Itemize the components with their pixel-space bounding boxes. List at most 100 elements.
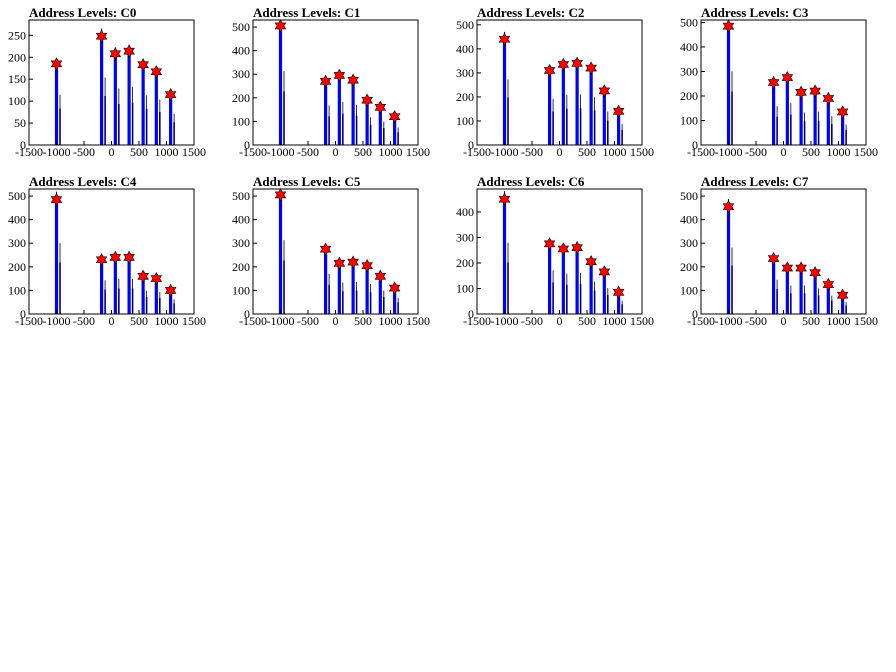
star-marker-icon: [347, 73, 359, 87]
star-marker-icon: [274, 19, 287, 33]
chart-title: Address Levels: C3: [701, 5, 809, 20]
y-tick-label: 50: [14, 116, 26, 130]
y-tick-label: 0: [468, 138, 474, 152]
star-marker-icon: [361, 259, 373, 273]
histogram-spike: [561, 64, 565, 145]
star-marker-icon: [137, 58, 149, 72]
x-tick-label: 500: [354, 145, 372, 159]
y-tick-label: 300: [680, 64, 698, 78]
chart-title: Address Levels: C5: [253, 174, 361, 189]
chart-panel-c7: Address Levels: C7-1500 -1000 -500 0 500 1000…: [680, 174, 878, 328]
x-tick-label: 1500: [630, 145, 654, 159]
y-tick-label: 0: [244, 138, 250, 152]
star-marker-icon: [557, 57, 570, 72]
histogram-spike: [324, 249, 328, 314]
star-marker-icon: [361, 93, 373, 107]
x-tick-label: -1000: [715, 145, 743, 159]
x-tick-label: 0: [333, 314, 339, 328]
x-tick-label: 1000: [827, 145, 851, 159]
histogram-spike: [365, 265, 369, 314]
y-tick-label: 100: [8, 283, 26, 297]
y-tick-label: 400: [680, 213, 698, 227]
y-tick-label: 200: [456, 90, 474, 104]
x-tick-label: 500: [578, 145, 596, 159]
x-tick-label: 1000: [155, 145, 179, 159]
star-marker-icon: [571, 241, 583, 255]
chart-title: Address Levels: C2: [477, 5, 584, 20]
histogram-spike: [393, 288, 397, 314]
histogram-spike: [785, 268, 789, 314]
star-marker-icon: [612, 285, 625, 299]
x-tick-label: 500: [130, 145, 148, 159]
y-tick-label: 250: [8, 28, 26, 42]
y-tick-label: 400: [680, 40, 698, 54]
histogram-spike: [351, 80, 355, 145]
x-tick-label: -1500: [15, 314, 43, 328]
y-tick-label: 300: [8, 236, 26, 250]
y-tick-label: 200: [8, 260, 26, 274]
x-tick-label: -500: [73, 314, 95, 328]
star-marker-icon: [571, 56, 583, 70]
x-tick-label: 1000: [155, 314, 179, 328]
y-tick-label: 100: [8, 94, 26, 108]
star-marker-icon: [498, 32, 511, 46]
histogram-spike: [813, 91, 817, 145]
star-marker-icon: [123, 250, 135, 265]
y-tick-label: 400: [232, 44, 250, 58]
histogram-spike: [589, 261, 593, 314]
y-tick-label: 300: [456, 66, 474, 80]
chart-panel-c0: Address Levels: C0-1500 -1000 -500 0 500 1000…: [8, 5, 206, 159]
histogram-spike: [127, 51, 131, 145]
y-tick-label: 400: [456, 42, 474, 56]
star-marker-icon: [543, 63, 556, 78]
star-marker-icon: [722, 200, 735, 214]
histogram-spike: [799, 268, 803, 314]
histogram-spike: [548, 70, 552, 145]
star-marker-icon: [137, 269, 149, 283]
y-tick-label: 500: [8, 189, 26, 203]
star-marker-icon: [722, 19, 735, 33]
star-marker-icon: [50, 57, 63, 71]
x-tick-label: -1000: [43, 145, 71, 159]
chart-panel-c1: Address Levels: C1-1500 -1000 -500 0 500 1000…: [232, 5, 430, 159]
x-tick-label: 0: [781, 314, 787, 328]
x-tick-label: -500: [297, 145, 319, 159]
histogram-spike: [772, 258, 776, 314]
y-tick-label: 300: [232, 67, 250, 81]
star-marker-icon: [809, 266, 821, 280]
star-marker-icon: [319, 74, 332, 88]
histogram-spike: [602, 90, 606, 145]
histogram-spike: [54, 199, 59, 314]
x-tick-label: 500: [578, 314, 596, 328]
y-tick-label: 0: [20, 138, 26, 152]
y-tick-label: 500: [232, 20, 250, 34]
histogram-spike: [365, 100, 369, 145]
histogram-spike: [278, 25, 283, 146]
star-marker-icon: [543, 237, 556, 251]
x-tick-label: 0: [109, 314, 115, 328]
star-marker-icon: [612, 104, 625, 118]
histogram-spike: [141, 276, 145, 314]
star-marker-icon: [95, 29, 108, 43]
histogram-spike: [826, 98, 830, 145]
chart-panel-c4: Address Levels: C4-1500 -1000 -500 0 500 1000…: [8, 174, 206, 328]
chart-title: Address Levels: C0: [29, 5, 136, 20]
x-tick-label: -1500: [463, 145, 491, 159]
histogram-spike: [141, 64, 145, 145]
histogram-spike: [575, 63, 579, 146]
star-marker-icon: [767, 75, 780, 90]
y-tick-label: 400: [232, 213, 250, 227]
y-tick-label: 200: [232, 260, 250, 274]
histogram-spike: [378, 276, 382, 314]
x-tick-label: -500: [521, 314, 543, 328]
x-tick-label: -1500: [687, 314, 715, 328]
histogram-spike: [127, 257, 131, 314]
x-tick-label: 0: [333, 145, 339, 159]
y-tick-label: 100: [232, 283, 250, 297]
y-tick-label: 100: [232, 114, 250, 128]
x-tick-label: -1500: [687, 145, 715, 159]
histogram-spike: [100, 259, 104, 314]
histogram-spike: [726, 26, 731, 146]
histogram-spike: [826, 284, 830, 314]
